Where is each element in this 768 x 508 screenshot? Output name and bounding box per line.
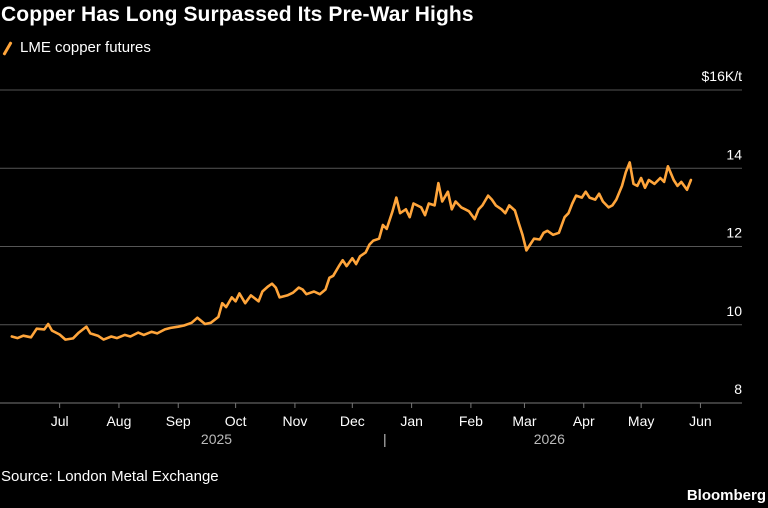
x-year-label: 2026 [534, 431, 565, 447]
y-axis-labels: $16K/t 14 12 10 8 [702, 68, 743, 397]
y-tick-label: $16K/t [702, 68, 743, 84]
x-tick-label: Oct [225, 413, 247, 429]
x-axis-labels: Jul Aug Sep Oct Nov Dec Jan Feb Mar Apr May Jun 2025… [51, 403, 712, 447]
x-tick-label: Jul [51, 413, 69, 429]
x-year-label: 2025 [201, 431, 232, 447]
y-tick-label: 8 [734, 381, 742, 397]
x-tick-label: Feb [459, 413, 483, 429]
y-tick-label: 14 [726, 146, 742, 162]
x-tick-label: Sep [166, 413, 191, 429]
x-tick-label: Mar [512, 413, 536, 429]
legend-label: LME copper futures [20, 39, 151, 56]
bloomberg-logo: Bloomberg [686, 487, 766, 504]
y-tick-label: 10 [726, 303, 742, 319]
x-tick-label: Jun [689, 413, 712, 429]
gridlines [0, 89, 742, 404]
x-tick-label: Aug [106, 413, 131, 429]
source-note: Source: London Metal Exchange [1, 468, 219, 485]
year-divider: | [383, 431, 387, 447]
x-tick-label: Jan [400, 413, 423, 429]
series-line-lme-copper [10, 161, 693, 341]
x-tick-label: Dec [340, 413, 365, 429]
chart-title: Copper Has Long Surpassed Its Pre-War Hi… [1, 3, 474, 26]
x-tick-label: May [628, 413, 654, 429]
series-layer [10, 161, 693, 341]
y-tick-label: 12 [726, 225, 742, 241]
x-tick-label: Nov [282, 413, 307, 429]
legend: LME copper futures [2, 39, 151, 56]
x-tick-label: Apr [573, 413, 595, 429]
